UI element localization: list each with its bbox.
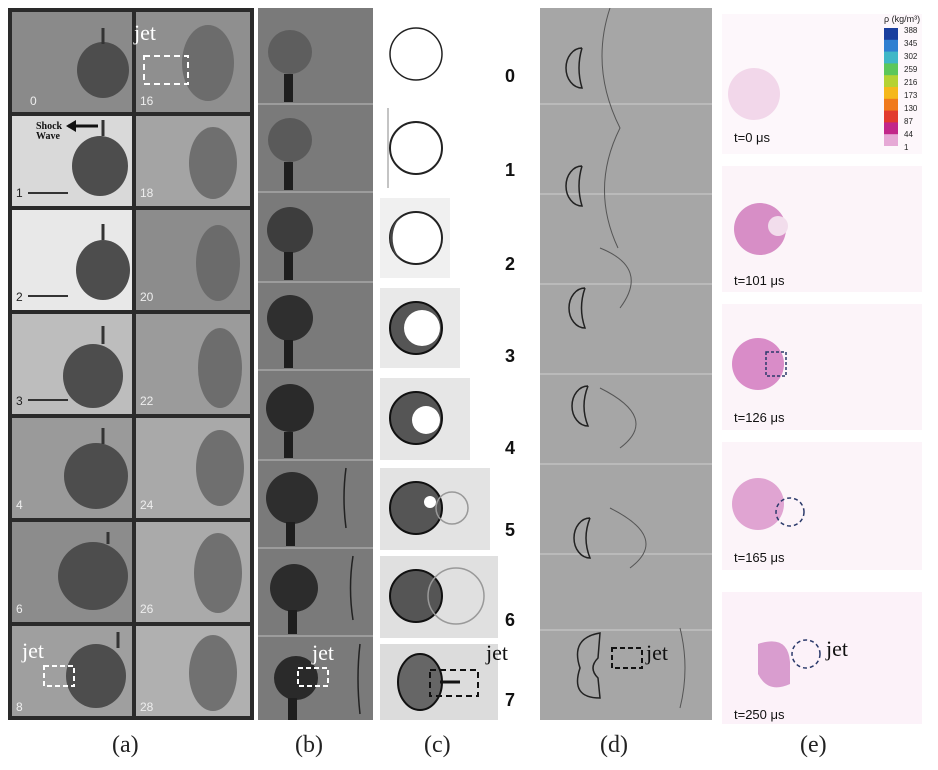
panel-label-a: (a): [112, 732, 139, 758]
colorbar-segment: [884, 75, 898, 88]
colorbar-segment: [884, 87, 898, 100]
colorbar-segment: [884, 122, 898, 135]
colorbar-tick: 1: [904, 143, 909, 152]
shock-wave-label: Shock Wave: [36, 121, 63, 142]
panel-b: [258, 8, 373, 720]
colorbar: [884, 28, 898, 147]
a-frame-number: 18: [140, 186, 154, 200]
a-frame-number: 16: [140, 94, 154, 108]
panel-label-c: (c): [424, 732, 451, 758]
colorbar-segment: [884, 63, 898, 76]
colorbar-segment: [884, 28, 898, 41]
a-frame-number: 2: [16, 290, 23, 304]
panel-label-d: (d): [600, 732, 628, 758]
panel-e-jet-label: jet: [826, 636, 848, 661]
frame-number: 1: [505, 160, 516, 180]
colorbar-segment: [884, 110, 898, 123]
a-frame-number: 22: [140, 394, 154, 408]
panel-b-frames: [258, 30, 373, 720]
colorbar-segment: [884, 39, 898, 53]
panel-d-frames: [540, 7, 712, 709]
panel-a-jet-label-top: jet: [134, 20, 156, 45]
colorbar-segment: [884, 98, 898, 112]
colorbar-tick: 173: [904, 91, 918, 100]
colorbar-tick: 130: [904, 104, 918, 113]
colorbar-segment: [884, 51, 898, 64]
frame-number: 0: [505, 66, 516, 86]
panel-a: [8, 8, 254, 720]
time-label: t=101 μs: [734, 273, 785, 288]
panel-b-jet-label: jet: [312, 640, 334, 665]
a-frame-number: 28: [140, 700, 154, 714]
colorbar-gradient: [884, 28, 898, 147]
colorbar-tick: 302: [904, 52, 918, 61]
a-frame-number: 3: [16, 394, 23, 408]
panel-label-b: (b): [295, 732, 323, 758]
panel-a-frames: [12, 12, 250, 716]
time-label: t=0 μs: [734, 130, 771, 145]
frame-number: 4: [505, 438, 516, 458]
colorbar-tick: 388: [904, 26, 918, 35]
panel-e: [718, 14, 930, 724]
frame-number: 7: [505, 690, 516, 710]
panel-e-frames: [722, 14, 922, 724]
colorbar-segment: [884, 134, 898, 147]
time-label: t=126 μs: [734, 410, 785, 425]
a-frame-number: 4: [16, 498, 23, 512]
panel-label-e: (e): [800, 732, 827, 758]
a-frame-number: 1: [16, 186, 23, 200]
a-frame-number: 20: [140, 290, 154, 304]
colorbar-tick: 345: [904, 39, 918, 48]
colorbar-tick: 259: [904, 65, 918, 74]
frame-number: 5: [505, 520, 516, 540]
colorbar-title: ρ (kg/m³): [884, 14, 921, 24]
panel-d-jet-label: jet: [646, 640, 668, 665]
frame-number: 2: [505, 254, 516, 274]
frame-number: 6: [505, 610, 516, 630]
a-frame-number: 6: [16, 602, 23, 616]
time-label: t=250 μs: [734, 707, 785, 722]
colorbar-tick: 216: [904, 78, 918, 87]
a-frame-number: 26: [140, 602, 154, 616]
colorbar-tick: 44: [904, 130, 913, 139]
time-label: t=165 μs: [734, 550, 785, 565]
colorbar-tick: 87: [904, 117, 913, 126]
a-frame-number: 0: [30, 94, 37, 108]
panel-c-frames: [380, 27, 498, 720]
panel-c: [380, 8, 498, 720]
frame-number: 3: [505, 346, 516, 366]
panel-c-jet-label: jet: [486, 640, 508, 665]
a-frame-number: 24: [140, 498, 154, 512]
colorbar-ticks: 388 345 302 259 216 173 130 87 44 1: [904, 26, 934, 152]
a-frame-number: 8: [16, 700, 23, 714]
panel-d: [540, 7, 712, 720]
panel-a-jet-label-bottom: jet: [22, 638, 44, 663]
